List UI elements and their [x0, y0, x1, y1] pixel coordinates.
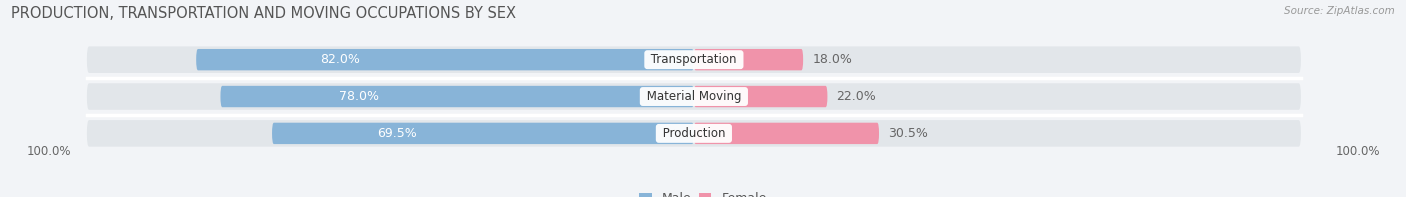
- Text: 18.0%: 18.0%: [813, 53, 852, 66]
- FancyBboxPatch shape: [87, 120, 1301, 147]
- FancyBboxPatch shape: [695, 86, 828, 107]
- Text: Material Moving: Material Moving: [643, 90, 745, 103]
- Text: Transportation: Transportation: [647, 53, 741, 66]
- FancyBboxPatch shape: [197, 49, 695, 70]
- Text: 100.0%: 100.0%: [1336, 145, 1379, 158]
- Text: Production: Production: [659, 127, 730, 140]
- FancyBboxPatch shape: [695, 49, 803, 70]
- Text: 30.5%: 30.5%: [889, 127, 928, 140]
- Legend: Male, Female: Male, Female: [634, 187, 772, 197]
- Text: 69.5%: 69.5%: [377, 127, 418, 140]
- Text: PRODUCTION, TRANSPORTATION AND MOVING OCCUPATIONS BY SEX: PRODUCTION, TRANSPORTATION AND MOVING OC…: [11, 6, 516, 21]
- Text: 100.0%: 100.0%: [27, 145, 70, 158]
- Text: 82.0%: 82.0%: [321, 53, 360, 66]
- Text: 78.0%: 78.0%: [339, 90, 378, 103]
- FancyBboxPatch shape: [87, 83, 1301, 110]
- FancyBboxPatch shape: [87, 46, 1301, 73]
- FancyBboxPatch shape: [695, 123, 879, 144]
- Text: Source: ZipAtlas.com: Source: ZipAtlas.com: [1284, 6, 1395, 16]
- FancyBboxPatch shape: [221, 86, 695, 107]
- FancyBboxPatch shape: [271, 123, 695, 144]
- Text: 22.0%: 22.0%: [837, 90, 876, 103]
